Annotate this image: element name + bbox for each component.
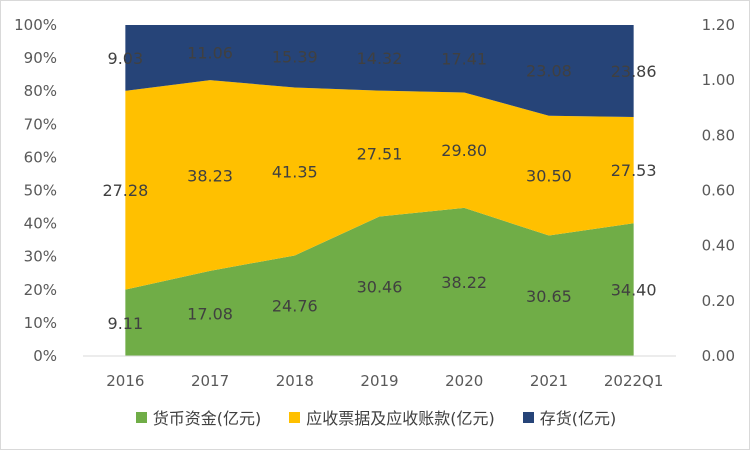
area-series-1 [125,80,634,290]
stacked-area-chart: 0% 10% 20% 30% 40% 50% 60% 70% 80% 90% 100% 0.00 0.2… [14,16,735,390]
data-label: 41.35 [272,162,318,181]
legend-item-cash: 货币资金(亿元) [135,405,262,429]
data-label: 9.11 [108,314,144,333]
y-left-tick-label: 40% [24,215,57,233]
legend-swatch-receivables [289,411,301,423]
x-tick-label: 2018 [276,372,314,390]
y-left-tick-label: 30% [24,248,57,266]
y-left-tick-label: 70% [24,115,57,133]
y-right-tick-label: 0.00 [702,347,735,365]
data-label: 29.80 [441,141,487,160]
y-right-tick-label: 0.20 [702,292,735,310]
y-right-tick-label: 0.80 [702,126,735,144]
data-label: 15.39 [272,47,318,66]
y-right-tick-label: 1.20 [702,16,735,34]
data-label: 27.53 [611,161,657,180]
data-label: 11.06 [187,44,233,63]
data-label: 17.08 [187,304,233,323]
data-label: 23.08 [526,61,572,80]
data-label: 9.03 [108,49,144,68]
x-tick-label: 2020 [445,372,483,390]
y-left-tick-label: 100% [14,16,57,34]
data-label: 30.65 [526,287,572,306]
legend-item-receivables: 应收票据及应收账款(亿元) [289,405,495,429]
y-left-tick-label: 90% [24,49,57,67]
y-left-tick-label: 60% [24,148,57,166]
data-label: 38.22 [441,273,487,292]
y-left-tick-label: 10% [24,314,57,332]
data-label: 38.23 [187,166,233,185]
data-label: 23.86 [611,62,657,81]
legend-swatch-inventory [522,411,534,423]
legend-swatch-cash [135,411,147,423]
y-left-tick-label: 80% [24,82,57,100]
data-label: 30.50 [526,167,572,186]
y-right-tick-label: 0.60 [702,182,735,200]
x-tick-label: 2022Q1 [604,372,664,390]
x-tick-label: 2021 [530,372,568,390]
y-left-tick-label: 20% [24,281,57,299]
legend-label-cash: 货币资金(亿元) [152,409,262,428]
legend: 货币资金(亿元) 应收票据及应收账款(亿元) 存货(亿元) [1,405,751,429]
x-tick-label: 2016 [106,372,144,390]
data-label: 27.28 [102,181,148,200]
area-series-2 [125,25,634,118]
y-right-tick-label: 0.40 [702,237,735,255]
data-label: 24.76 [272,297,318,316]
y-right-tick-label: 1.00 [702,71,735,89]
x-tick-label: 2017 [191,372,229,390]
legend-label-inventory: 存货(亿元) [539,409,617,428]
y-left-tick-label: 0% [33,347,57,365]
data-label: 27.51 [357,145,403,164]
data-label: 17.41 [441,50,487,69]
legend-label-receivables: 应收票据及应收账款(亿元) [306,409,495,428]
y-left-tick-label: 50% [24,182,57,200]
data-label: 14.32 [357,49,403,68]
x-tick-label: 2019 [360,372,398,390]
data-label: 30.46 [357,277,403,296]
legend-item-inventory: 存货(亿元) [522,405,617,429]
data-label: 34.40 [611,281,657,300]
area-series-0 [125,207,634,356]
